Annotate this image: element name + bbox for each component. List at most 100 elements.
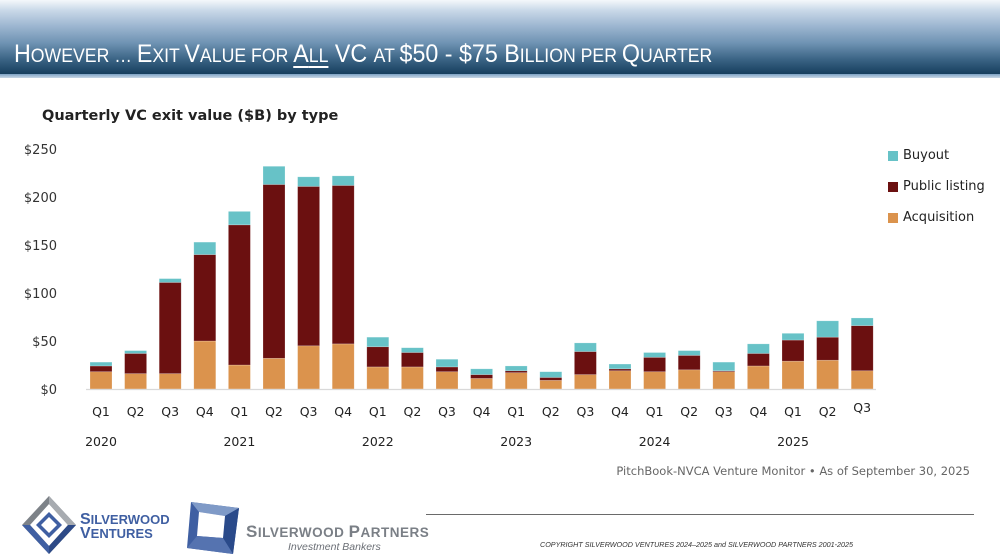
bar-segment-acquisition <box>435 371 459 390</box>
x-year-label: 2022 <box>362 434 394 449</box>
bar-segment-acquisition <box>677 369 701 390</box>
bar-segment-public-listing <box>331 185 355 345</box>
bar-segment-buyout <box>158 278 182 283</box>
x-tick-label: Q4 <box>750 404 768 419</box>
bar-segment-buyout <box>124 350 147 354</box>
legend-label: Acquisition <box>903 210 975 225</box>
y-tick-label: $100 <box>24 287 57 302</box>
legend-swatch <box>888 181 898 192</box>
footer-divider <box>426 514 974 515</box>
title-fragment: UARTER <box>639 46 713 67</box>
bar-segment-buyout <box>193 241 217 255</box>
bar-segment-public-listing <box>677 355 701 371</box>
title-fragment: A <box>293 40 309 68</box>
header-banner <box>0 0 1000 74</box>
source-note: PitchBook-NVCA Venture Monitor • As of S… <box>616 464 970 478</box>
silverwood-partners-logo-icon <box>185 498 241 560</box>
bar-segment-acquisition <box>193 340 217 390</box>
y-tick-label: $50 <box>32 335 57 350</box>
legend-swatch <box>888 212 898 223</box>
x-tick-label: Q3 <box>161 404 179 419</box>
x-year-label: 2023 <box>500 434 532 449</box>
bar-segment-acquisition <box>124 373 147 390</box>
bar-segment-public-listing <box>228 224 251 366</box>
bar-segment-buyout <box>677 350 701 356</box>
bar-segment-acquisition <box>504 372 528 390</box>
bar-segment-buyout <box>228 211 251 226</box>
bar-segment-acquisition <box>712 371 736 390</box>
bar-segment-buyout <box>401 347 424 353</box>
bar-segment-buyout <box>89 361 113 367</box>
bar-segment-public-listing <box>158 282 182 374</box>
x-tick-label: Q1 <box>92 404 110 419</box>
title-fragment: XIT <box>152 46 185 67</box>
title-fragment: Q <box>621 40 640 68</box>
title-fragment: ILLION PER <box>519 46 622 67</box>
bar-segment-acquisition <box>850 370 874 390</box>
legend-label: Buyout <box>903 148 950 163</box>
bar-segment-buyout <box>297 176 320 187</box>
bar-segment-public-listing <box>435 366 459 373</box>
bar-segment-buyout <box>331 175 355 186</box>
x-tick-label: Q4 <box>473 404 491 419</box>
bar-segment-buyout <box>747 343 770 354</box>
x-tick-label: Q3 <box>300 404 318 419</box>
legend-item: Buyout <box>888 140 985 171</box>
bar-segment-public-listing <box>850 325 874 372</box>
bar-segment-buyout <box>504 365 528 372</box>
x-tick-label: Q3 <box>715 404 733 419</box>
bar-segment-acquisition <box>331 343 355 390</box>
y-tick-label: $200 <box>24 191 57 206</box>
x-tick-label: Q2 <box>265 404 283 419</box>
title-fragment: AT <box>373 46 400 67</box>
x-year-label: 2024 <box>639 434 671 449</box>
bar-segment-buyout <box>781 333 805 341</box>
bar-segment-acquisition <box>228 364 251 390</box>
bar-segment-public-listing <box>816 336 839 361</box>
bar-segment-acquisition <box>781 360 805 390</box>
bar-segment-acquisition <box>297 345 320 390</box>
bar-segment-buyout <box>470 368 493 375</box>
x-year-label: 2021 <box>223 434 255 449</box>
title-fragment: E <box>136 40 153 68</box>
x-tick-label: Q1 <box>507 404 525 419</box>
x-tick-label: Q2 <box>680 404 698 419</box>
legend-item: Public listing <box>888 171 985 202</box>
x-tick-label: Q2 <box>127 404 145 419</box>
title-fragment: OWEVER … <box>30 46 137 67</box>
x-tick-label: Q3 <box>438 404 456 419</box>
bar-segment-public-listing <box>89 365 113 373</box>
copyright-notice: COPYRIGHT SILVERWOOD VENTURES 2024–2025 … <box>540 540 854 549</box>
y-tick-label: $150 <box>24 239 57 254</box>
bar-segment-buyout <box>712 361 736 372</box>
x-tick-label: Q2 <box>542 404 560 419</box>
bar-segment-buyout <box>435 358 459 368</box>
bar-segment-buyout <box>643 352 666 358</box>
bar-segment-buyout <box>262 165 286 185</box>
bar-segment-acquisition <box>158 373 182 390</box>
y-tick-label: $250 <box>24 143 57 158</box>
bar-segment-public-listing <box>262 184 286 359</box>
title-fragment: H <box>14 40 31 68</box>
y-tick-label: $0 <box>40 383 57 398</box>
chart-legend: Buyout Public listing Acquisition <box>888 140 985 233</box>
x-tick-label: Q2 <box>404 404 422 419</box>
stacked-bar-chart: $0 $50 $100 $150 $200 $250 Q1 Q2 Q3 Q4 Q1 Q2 Q3 Q4 Q1 Q… <box>24 143 876 449</box>
bar-segment-public-listing <box>643 357 666 373</box>
bar-segment-public-listing <box>124 353 147 374</box>
silverwood-partners-tagline: Investment Bankers <box>288 541 381 553</box>
bar-segment-public-listing <box>747 353 770 367</box>
bar-segment-acquisition <box>643 371 666 390</box>
bar-segment-public-listing <box>539 377 563 381</box>
bar-segment-acquisition <box>89 371 113 390</box>
bar-segment-acquisition <box>470 378 493 390</box>
silverwood-partners-wordmark: SILVERWOOD PARTNERS <box>246 522 430 541</box>
bar-segment-public-listing <box>366 346 390 368</box>
title-fragment: VC <box>328 40 374 68</box>
silverwood-ventures-logo-icon <box>20 494 78 560</box>
title-fragment: V <box>184 40 200 68</box>
bar-segment-public-listing <box>401 352 424 368</box>
bar-segment-acquisition <box>401 366 424 390</box>
bar-segment-buyout <box>608 363 632 370</box>
legend-label: Public listing <box>903 179 985 194</box>
